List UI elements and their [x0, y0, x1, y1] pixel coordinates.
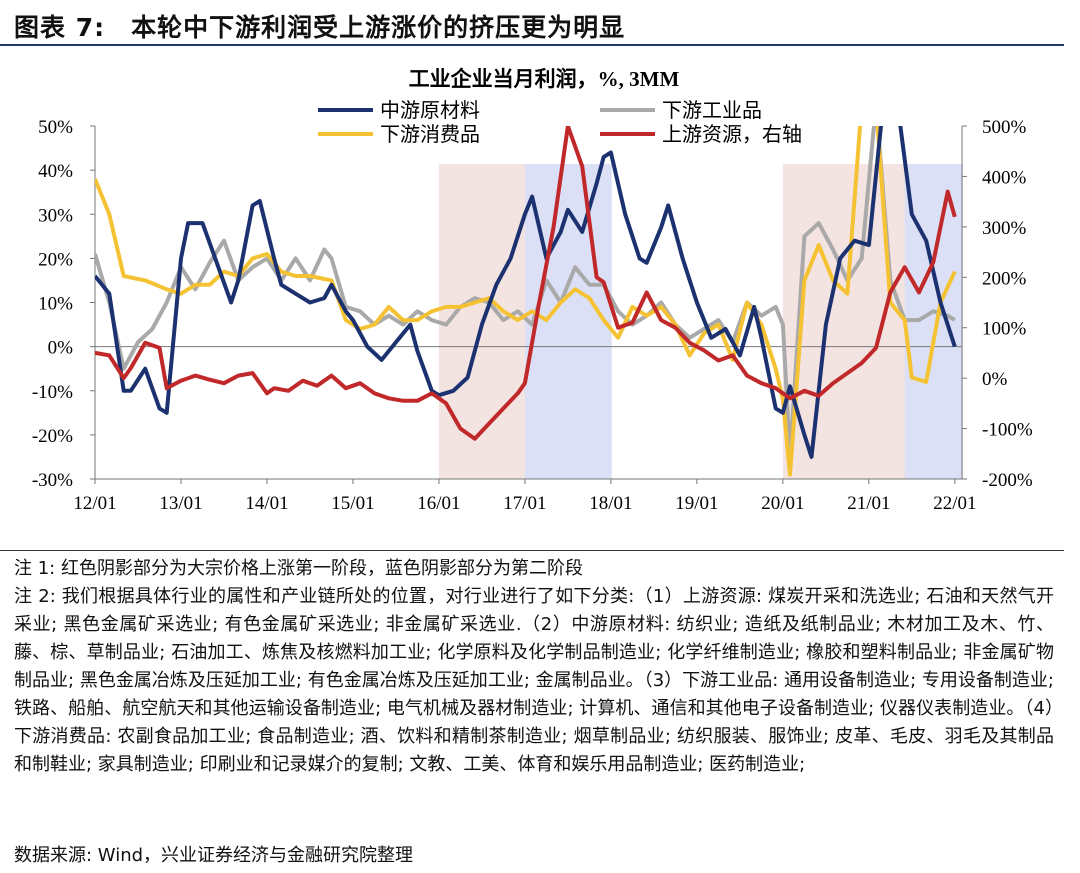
note-2: 注 2: 我们根据具体行业的属性和产业链所处的位置，对行业进行了如下分类:（1）…: [14, 586, 1054, 775]
chart-title: 工业企业当月利润，%, 3MM: [409, 67, 680, 91]
right-tick-label: 400%: [982, 167, 1027, 188]
left-tick-label: 50%: [38, 117, 73, 138]
x-tick-label: 14/01: [245, 493, 288, 514]
legend-label: 下游消费品: [380, 123, 480, 146]
legend-label: 上游资源，右轴: [662, 123, 802, 146]
x-tick-label: 15/01: [331, 493, 374, 514]
figure-header: 图表 7: 本轮中下游利润受上游涨价的挤压更为明显: [0, 0, 1064, 46]
x-tick-label: 13/01: [159, 493, 202, 514]
x-tick-label: 22/01: [933, 493, 976, 514]
left-tick-label: -10%: [32, 382, 73, 403]
left-tick-label: 20%: [38, 249, 73, 270]
series-line: [95, 126, 956, 459]
notes-section: 注 1: 红色阴影部分为大宗价格上涨第一阶段，蓝色阴影部分为第二阶段 注 2: …: [0, 550, 1064, 871]
x-tick-label: 18/01: [589, 493, 632, 514]
data-source: 数据来源: Wind，兴业证券经济与金融研究院整理: [14, 845, 414, 866]
x-tick-label: 16/01: [417, 493, 460, 514]
left-tick-label: 0%: [48, 338, 74, 359]
right-tick-label: 300%: [982, 218, 1027, 239]
left-tick-label: 30%: [38, 205, 73, 226]
series-line: [95, 126, 957, 477]
legend-label: 下游工业品: [662, 99, 762, 122]
x-tick-label: 12/01: [73, 493, 116, 514]
figure-title: 图表 7: 本轮中下游利润受上游涨价的挤压更为明显: [14, 13, 626, 42]
legend-label: 中游原材料: [380, 99, 480, 122]
series-lines: [95, 126, 957, 477]
x-tick-label: 17/01: [503, 493, 546, 514]
chart-axes: 50% 40% 30% 20% 10% 0% -10% -20% -30% 500% 400% 300…: [32, 117, 1033, 514]
right-tick-label: 200%: [982, 268, 1027, 289]
x-tick-label: 20/01: [761, 493, 804, 514]
x-tick-label: 21/01: [847, 493, 890, 514]
line-chart: 50% 40% 30% 20% 10% 0% -10% -20% -30% 500% 400% 300…: [32, 67, 1033, 514]
right-tick-label: -100%: [982, 420, 1033, 441]
x-tick-label: 19/01: [675, 493, 718, 514]
left-tick-label: -20%: [32, 426, 73, 447]
left-tick-label: 10%: [38, 294, 73, 315]
note-1: 注 1: 红色阴影部分为大宗价格上涨第一阶段，蓝色阴影部分为第二阶段: [14, 558, 583, 579]
shaded-region: [524, 164, 612, 479]
series-line: [95, 126, 957, 459]
series-line: [95, 126, 957, 441]
right-tick-label: 500%: [982, 117, 1027, 138]
right-tick-label: 100%: [982, 319, 1027, 340]
right-tick-label: 0%: [982, 369, 1008, 390]
left-tick-label: -30%: [32, 470, 73, 491]
right-tick-label: -200%: [982, 470, 1033, 491]
left-tick-label: 40%: [38, 161, 73, 182]
